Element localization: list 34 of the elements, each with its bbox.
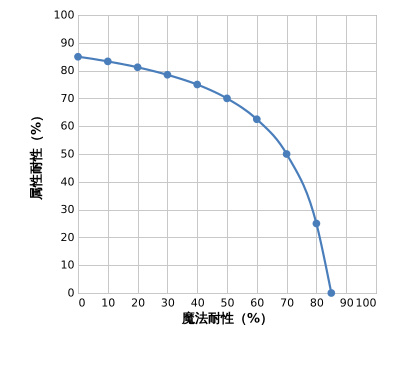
y-tick-label: 80	[60, 64, 74, 78]
point	[252, 115, 261, 124]
y-tick-label: 0	[68, 286, 74, 300]
x-tick-label: 50	[220, 296, 234, 310]
point	[327, 289, 336, 297]
point	[134, 63, 142, 72]
x-tick-label: 60	[250, 296, 264, 310]
y-tick-label: 30	[60, 203, 74, 216]
point	[312, 220, 320, 228]
x-tick-label: 0	[78, 296, 86, 310]
x-tick-label: 80	[310, 296, 324, 310]
x-axis-title: 魔法耐性（%）	[180, 310, 274, 326]
y-tick-label: 20	[60, 230, 74, 244]
x-tick-label: 100	[356, 296, 376, 310]
x-tick-label: 90	[340, 296, 354, 310]
y-tick-label: 70	[60, 92, 74, 105]
point	[164, 70, 172, 79]
x-tick-label: 10	[101, 296, 116, 310]
y-axis-title: 属性耐性（%）	[30, 108, 45, 202]
x-tick-label: 40	[190, 296, 205, 310]
point	[104, 58, 112, 66]
x-tick-label: 20	[131, 296, 146, 310]
point	[74, 52, 82, 61]
y-tick-label: 10	[60, 258, 74, 272]
point	[193, 80, 202, 88]
x-tick-label: 70	[280, 296, 294, 310]
point	[223, 94, 231, 102]
point	[282, 150, 290, 158]
y-tick-label: 100	[54, 8, 74, 22]
y-tick-label: 60	[60, 120, 74, 133]
y-tick-label: 90	[60, 36, 74, 50]
y-tick-label: 40	[60, 175, 74, 188]
x-tick-label: 30	[160, 296, 175, 310]
y-tick-label: 50	[60, 148, 74, 160]
